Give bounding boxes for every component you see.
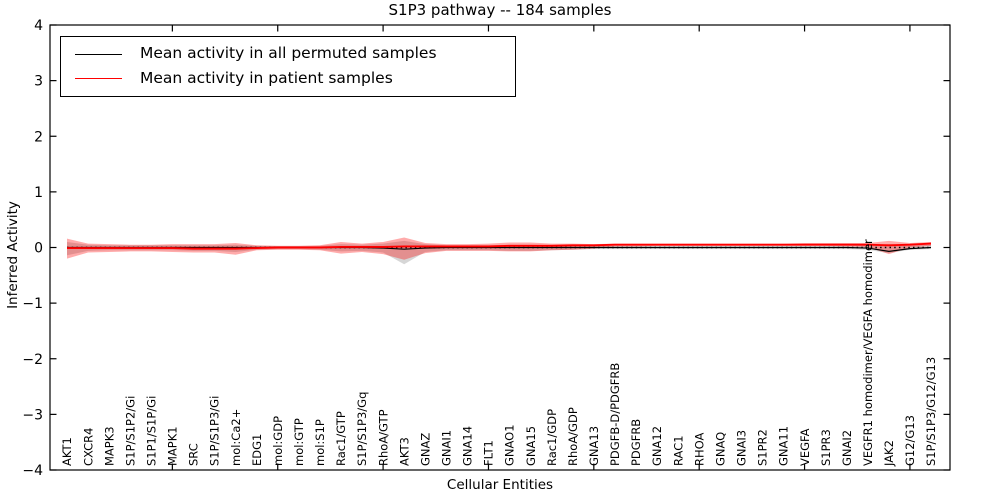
x-category-label: GNAI1	[440, 430, 454, 466]
y-tick-label: 3	[34, 74, 43, 90]
legend: Mean activity in all permuted samples Me…	[60, 36, 516, 97]
x-category-label: FLT1	[482, 440, 496, 466]
y-tick-label: −4	[22, 463, 43, 479]
x-category-label: GNAO1	[503, 424, 517, 466]
legend-label-patient: Mean activity in patient samples	[140, 69, 393, 88]
x-category-label: PDGFB-D/PDGFRB	[608, 363, 622, 466]
legend-line-red-icon	[75, 78, 122, 80]
y-tick-label: 4	[34, 18, 43, 34]
y-axis-label: Inferred Activity	[5, 201, 21, 309]
legend-item-permuted: Mean activity in all permuted samples	[61, 46, 515, 62]
x-category-label: GNA13	[587, 426, 601, 466]
x-category-label: mol:GTP	[292, 418, 306, 466]
chart-title: S1P3 pathway -- 184 samples	[388, 1, 612, 19]
x-category-label: GNAZ	[418, 433, 432, 466]
y-tick-label: 1	[34, 185, 43, 201]
y-tick-label: −1	[22, 296, 43, 312]
legend-label-permuted: Mean activity in all permuted samples	[140, 44, 437, 63]
x-category-label: AKT1	[60, 437, 74, 466]
permuted-mean-line	[67, 246, 932, 252]
x-category-label: RhoA/GTP	[376, 409, 390, 466]
x-category-label: RHOA	[692, 433, 706, 466]
y-tick-label: 2	[34, 129, 43, 145]
x-category-label: Rac1/GTP	[334, 411, 348, 466]
x-category-label: S1P1/S1P/Gi	[144, 396, 158, 466]
x-category-label: S1P/S1P3/Gi	[208, 396, 222, 466]
x-category-label: GNA11	[777, 426, 791, 466]
y-tick-label: 0	[34, 241, 43, 257]
x-category-label: AKT3	[397, 437, 411, 466]
x-category-label: RhoA/GDP	[566, 407, 580, 466]
x-axis-label: Cellular Entities	[446, 477, 554, 493]
y-tick-label: −2	[22, 352, 43, 368]
x-category-label: S1PR3	[819, 429, 833, 466]
x-category-label: G12/G13	[903, 415, 917, 466]
x-category-label: GNAI3	[735, 430, 749, 466]
x-category-label: Rac1/GDP	[545, 409, 559, 466]
x-category-label: EDG1	[250, 434, 264, 466]
patient-mean-line	[67, 242, 932, 250]
legend-item-patient: Mean activity in patient samples	[61, 71, 515, 87]
x-category-label: mol:S1P	[313, 419, 327, 466]
x-category-label: S1P/S1P2/Gi	[123, 396, 137, 466]
x-category-label: VEGFR1 homodimer/VEGFA homodimer	[861, 239, 875, 466]
x-category-label: S1P/S1P3/Gq	[355, 392, 369, 466]
patient-samples-band	[67, 237, 931, 260]
x-category-label: JAK2	[882, 440, 896, 467]
x-category-label: GNA12	[650, 426, 664, 466]
legend-line-black-icon	[75, 53, 122, 55]
x-category-label: RAC1	[671, 435, 685, 466]
x-category-label: S1P/S1P3/G12/G13	[924, 357, 938, 466]
x-category-label: MAPK1	[166, 426, 180, 466]
x-category-label: GNAI2	[840, 430, 854, 466]
x-category-label: PDGFRB	[629, 419, 643, 466]
x-category-label: GNA14	[461, 426, 475, 466]
x-category-label: mol:Ca2+	[229, 409, 243, 466]
x-category-label: S1PR2	[756, 429, 770, 466]
x-category-label: mol:GDP	[271, 416, 285, 466]
x-category-label: GNAQ	[713, 432, 727, 466]
x-category-label: VEGFA	[798, 428, 812, 466]
x-category-label: SRC	[187, 443, 201, 466]
y-tick-label: −3	[22, 407, 43, 423]
x-category-label: GNA15	[524, 426, 538, 466]
x-category-label: CXCR4	[81, 428, 95, 466]
x-category-label: MAPK3	[102, 426, 116, 466]
